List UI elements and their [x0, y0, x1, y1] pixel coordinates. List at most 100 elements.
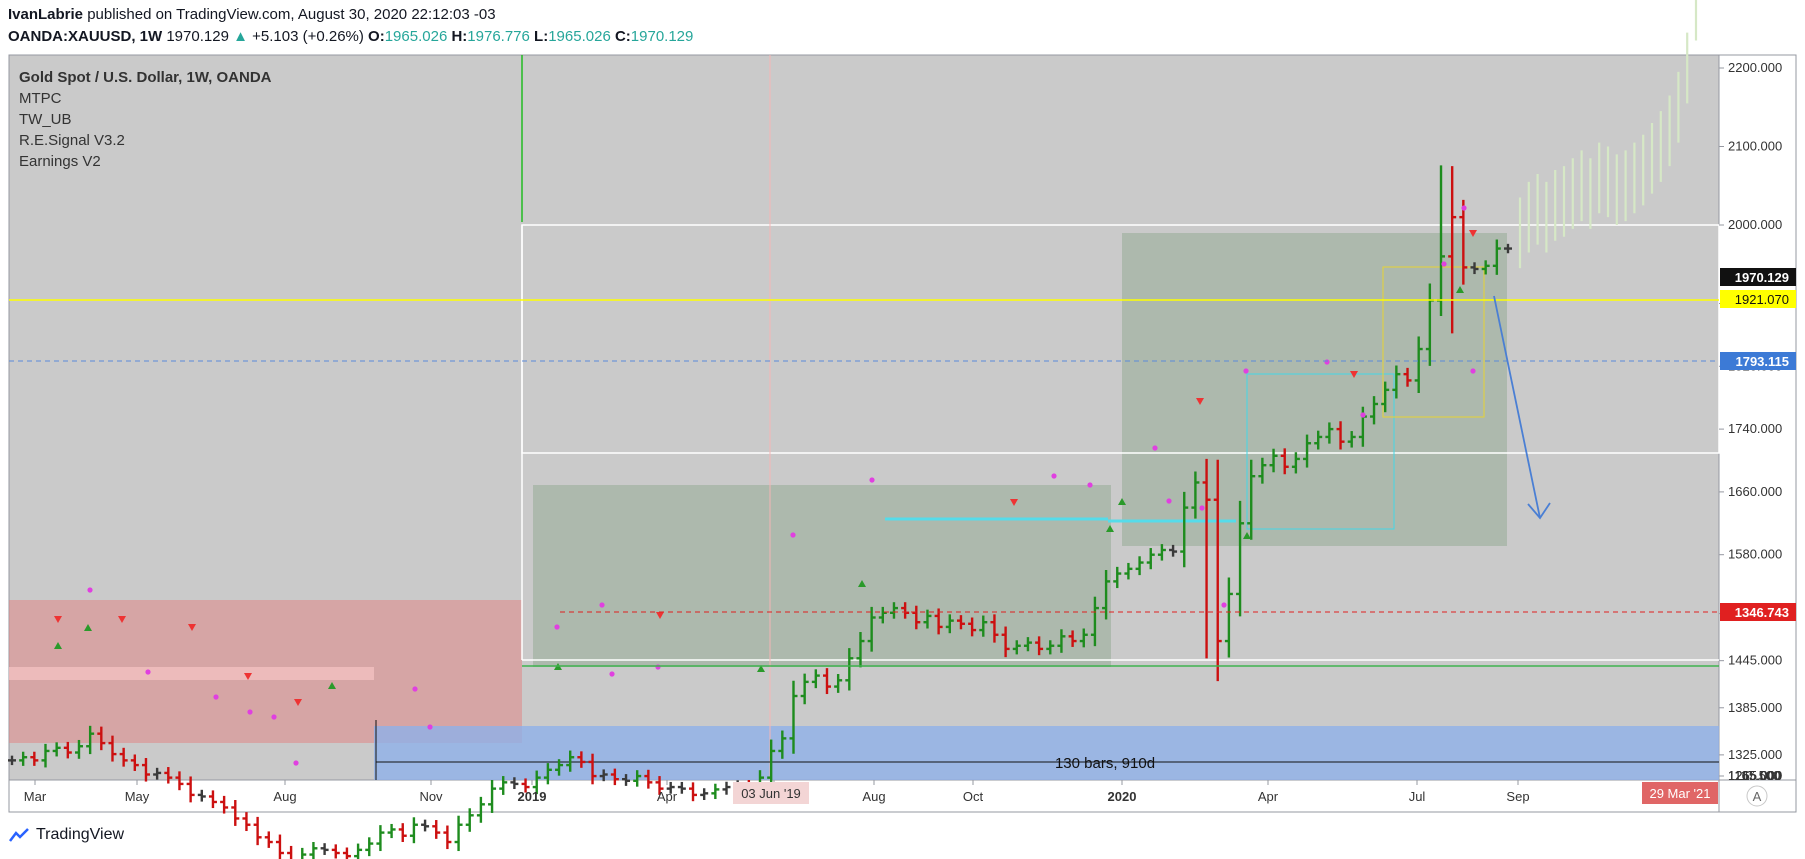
ohlc-bar — [275, 834, 284, 859]
end-date-tag — [1642, 782, 1718, 804]
price-tick-label: 1117.500 — [1728, 768, 1780, 783]
last-price: 1970.129 — [166, 28, 229, 45]
ohlc-bar — [622, 774, 631, 786]
symbol-name[interactable]: OANDA:XAUUSD, 1W — [8, 28, 163, 45]
buy-signal-icon — [328, 682, 336, 689]
high-value: 1976.776 — [467, 28, 530, 45]
ohlc-bar — [1258, 457, 1267, 484]
forecast-arrow-line — [1493, 295, 1541, 519]
signal-dot — [247, 709, 253, 715]
ohlc-bar — [1202, 458, 1211, 659]
signal-dot — [87, 587, 93, 593]
signal-dot — [1166, 498, 1172, 504]
ohlc-bar — [287, 845, 293, 859]
auto-scale-label[interactable]: A — [1753, 789, 1762, 804]
bearish-band — [9, 667, 374, 680]
price-tick-label: 2200.000 — [1728, 60, 1782, 75]
time-tick-label: Oct — [963, 789, 984, 804]
ohlc-bar — [1325, 422, 1334, 444]
legend-indicator[interactable]: R.E.Signal V3.2 — [19, 132, 125, 149]
legend-indicator[interactable]: Earnings V2 — [19, 153, 101, 170]
ohlc-bar — [711, 783, 720, 800]
signal-dot — [1087, 482, 1093, 488]
crosshair-date-tag — [733, 782, 809, 804]
ohlc-bar — [811, 669, 820, 689]
signals-group — [54, 205, 1477, 766]
time-tick-label: 2019 — [518, 789, 547, 804]
ohlc-bar — [231, 800, 240, 826]
ohlc-bar — [331, 844, 340, 859]
ohlc-bar — [74, 739, 83, 759]
ohlc-bar — [1314, 430, 1323, 450]
ohlc-bar — [130, 754, 139, 771]
ohlc-bar — [856, 632, 865, 668]
sell-signal-icon — [54, 616, 62, 623]
sell-signal-icon — [294, 699, 302, 706]
ohlc-bar — [1146, 548, 1155, 570]
time-tick-label: May — [125, 789, 150, 804]
ohlc-bar — [655, 776, 664, 795]
blue-price-tag — [1720, 352, 1796, 370]
ohlc-bar — [1236, 500, 1245, 617]
signal-dot — [1324, 359, 1330, 365]
brand-label: TradingView — [36, 826, 125, 843]
ohlc-bar — [476, 796, 485, 823]
price-tick-label: 1740.000 — [1728, 421, 1782, 436]
publish-line: IvanLabrie published on TradingView.com,… — [8, 6, 496, 23]
forecast-arrow-head — [1527, 502, 1551, 520]
ohlc-bar — [1481, 260, 1490, 275]
ohlc-bar — [923, 609, 932, 629]
legend-indicator[interactable]: TW_UB — [19, 111, 72, 128]
ohlc-bar — [19, 751, 28, 766]
ohlc-bar — [1247, 459, 1256, 540]
price-axis-background[interactable] — [1719, 55, 1796, 780]
low-label: L: — [534, 28, 549, 45]
tradingview-brand[interactable]: TradingView — [8, 826, 124, 844]
signal-dot — [1470, 368, 1476, 374]
signal-dot — [554, 624, 560, 630]
ohlc-bar — [722, 781, 731, 795]
ohlc-bar — [990, 614, 999, 643]
ohlc-bar — [1113, 566, 1122, 589]
ohlc-bar — [1336, 421, 1345, 450]
publisher-name[interactable]: IvanLabrie — [8, 6, 84, 23]
consolidation-box-2020 — [1122, 233, 1507, 546]
ohlc-bar — [1102, 570, 1111, 620]
forecast-group — [1518, 0, 1698, 269]
ohlc-bar — [979, 615, 988, 637]
legend-indicator[interactable]: MTPC — [19, 90, 62, 107]
ohlc-bar — [1001, 626, 1010, 658]
close-label: C: — [614, 28, 631, 45]
ohlc-bar — [63, 741, 72, 759]
price-change: +5.103 (+0.26%) — [252, 28, 364, 45]
ohlc-bar — [97, 726, 106, 751]
buy-signal-icon — [84, 624, 92, 631]
ohlc-bar — [1180, 491, 1189, 568]
sell-signal-icon — [1010, 499, 1018, 506]
ohlc-bar — [1392, 365, 1401, 399]
ohlc-bar — [153, 767, 162, 780]
ohlc-bar — [1459, 199, 1468, 285]
ohlc-bar — [1347, 431, 1356, 448]
consolidation-box-2019 — [533, 485, 1111, 667]
signal-dot — [427, 724, 433, 730]
ohlc-bar — [1068, 630, 1077, 647]
ohlc-bar — [1157, 544, 1166, 561]
ohlc-bar — [1470, 262, 1479, 275]
ohlc-bar — [1280, 448, 1289, 475]
signal-dot — [213, 694, 219, 700]
ohlc-bar — [510, 777, 519, 790]
ohlc-bar — [1035, 636, 1044, 656]
time-tick-label: Jul — [1409, 789, 1426, 804]
legend-title[interactable]: Gold Spot / U.S. Dollar, 1W, OANDA — [19, 69, 272, 86]
ohlc-bar — [800, 673, 809, 705]
time-tick-label: Apr — [1258, 789, 1279, 804]
ohlc-bar — [175, 771, 184, 791]
ohlc-bar — [599, 769, 608, 782]
signal-dot — [293, 760, 299, 766]
signal-dot — [1199, 505, 1205, 511]
time-axis-background[interactable] — [9, 780, 1796, 812]
ohlc-bar — [677, 781, 686, 794]
auto-scale-button[interactable] — [1746, 785, 1768, 807]
